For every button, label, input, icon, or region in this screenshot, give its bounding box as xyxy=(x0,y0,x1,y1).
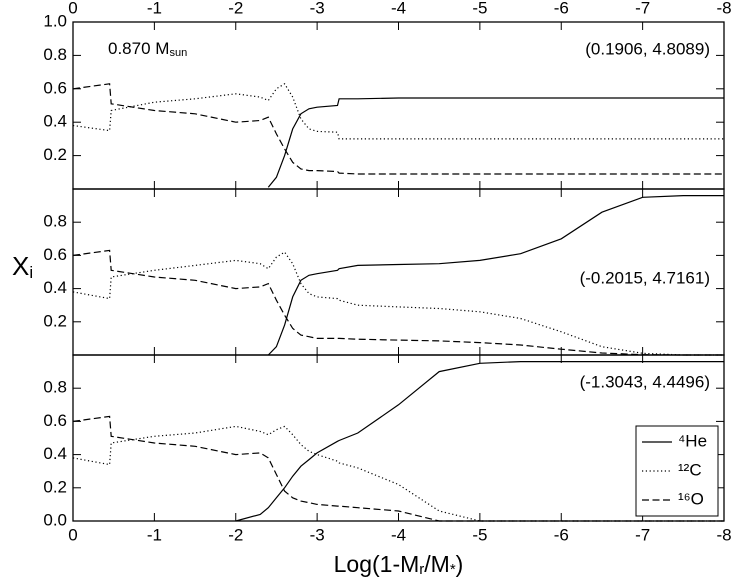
x-axis-label-part: Log(1-M xyxy=(334,551,420,577)
legend-label: ¹²C xyxy=(678,460,702,479)
x-axis-label-part: /M xyxy=(424,551,450,577)
series-line xyxy=(72,415,724,522)
y-axis-label-part: i xyxy=(29,263,33,282)
x-tick-label: -5 xyxy=(472,0,487,17)
mass-label-part: 0.870 M xyxy=(108,39,169,58)
y-tick-label: 0.4 xyxy=(43,444,67,463)
x-tick-label: -4 xyxy=(391,525,406,544)
series-line xyxy=(267,97,724,188)
x-tick-label: -2 xyxy=(228,525,243,544)
mass-label-part: sun xyxy=(169,47,187,59)
x-tick-label: -8 xyxy=(716,525,731,544)
y-tick-label: 0.2 xyxy=(43,477,67,496)
series-line xyxy=(267,195,724,356)
y-tick-label: 0.8 xyxy=(43,45,67,64)
x-axis-label-part: r xyxy=(419,561,424,578)
model-coords: (0.1906, 4.8089) xyxy=(585,39,710,58)
series-line xyxy=(235,361,724,522)
legend-label: ⁴He xyxy=(678,431,707,450)
series-line xyxy=(72,82,724,140)
x-tick-label: -1 xyxy=(147,525,162,544)
x-tick-label: 0 xyxy=(68,0,77,17)
y-axis-label-part: X xyxy=(12,251,29,281)
x-tick-label: -7 xyxy=(635,525,650,544)
y-tick-label: 0.8 xyxy=(43,378,67,397)
x-tick-label: 0 xyxy=(68,525,77,544)
x-tick-label: -6 xyxy=(554,0,569,17)
x-tick-label: -3 xyxy=(310,0,325,17)
x-axis-label: Log(1-Mr/M*) xyxy=(334,551,464,578)
mass-label: 0.870 Msun xyxy=(108,39,187,59)
x-axis-label-part: * xyxy=(450,561,456,578)
y-tick-label: 0.2 xyxy=(43,145,67,164)
series-line xyxy=(72,425,724,522)
x-tick-label: -3 xyxy=(310,525,325,544)
x-tick-label: -8 xyxy=(716,0,731,17)
y-tick-label: 0.6 xyxy=(43,411,67,430)
y-tick-label: 0.6 xyxy=(43,245,67,264)
model-coords: (-0.2015, 4.7161) xyxy=(580,268,710,287)
x-tick-label: -2 xyxy=(228,0,243,17)
series-line xyxy=(72,83,724,175)
y-tick-label: 0.0 xyxy=(43,510,67,529)
y-tick-label: 1.0 xyxy=(43,11,67,30)
y-tick-label: 0.2 xyxy=(43,311,67,330)
y-axis-label: Xi xyxy=(12,251,33,282)
y-tick-label: 0.4 xyxy=(43,278,67,297)
x-tick-label: -6 xyxy=(554,525,569,544)
legend-label: ¹⁶O xyxy=(678,489,704,508)
x-tick-label: -4 xyxy=(391,0,406,17)
series-line xyxy=(72,249,724,356)
x-tick-label: -1 xyxy=(147,0,162,17)
x-tick-label: -7 xyxy=(635,0,650,17)
x-axis-label-part: ) xyxy=(456,551,464,577)
y-tick-label: 0.8 xyxy=(43,212,67,231)
y-tick-label: 0.4 xyxy=(43,112,67,131)
x-tick-label: -5 xyxy=(472,525,487,544)
y-tick-label: 0.6 xyxy=(43,78,67,97)
model-coords: (-1.3043, 4.4496) xyxy=(580,372,710,391)
